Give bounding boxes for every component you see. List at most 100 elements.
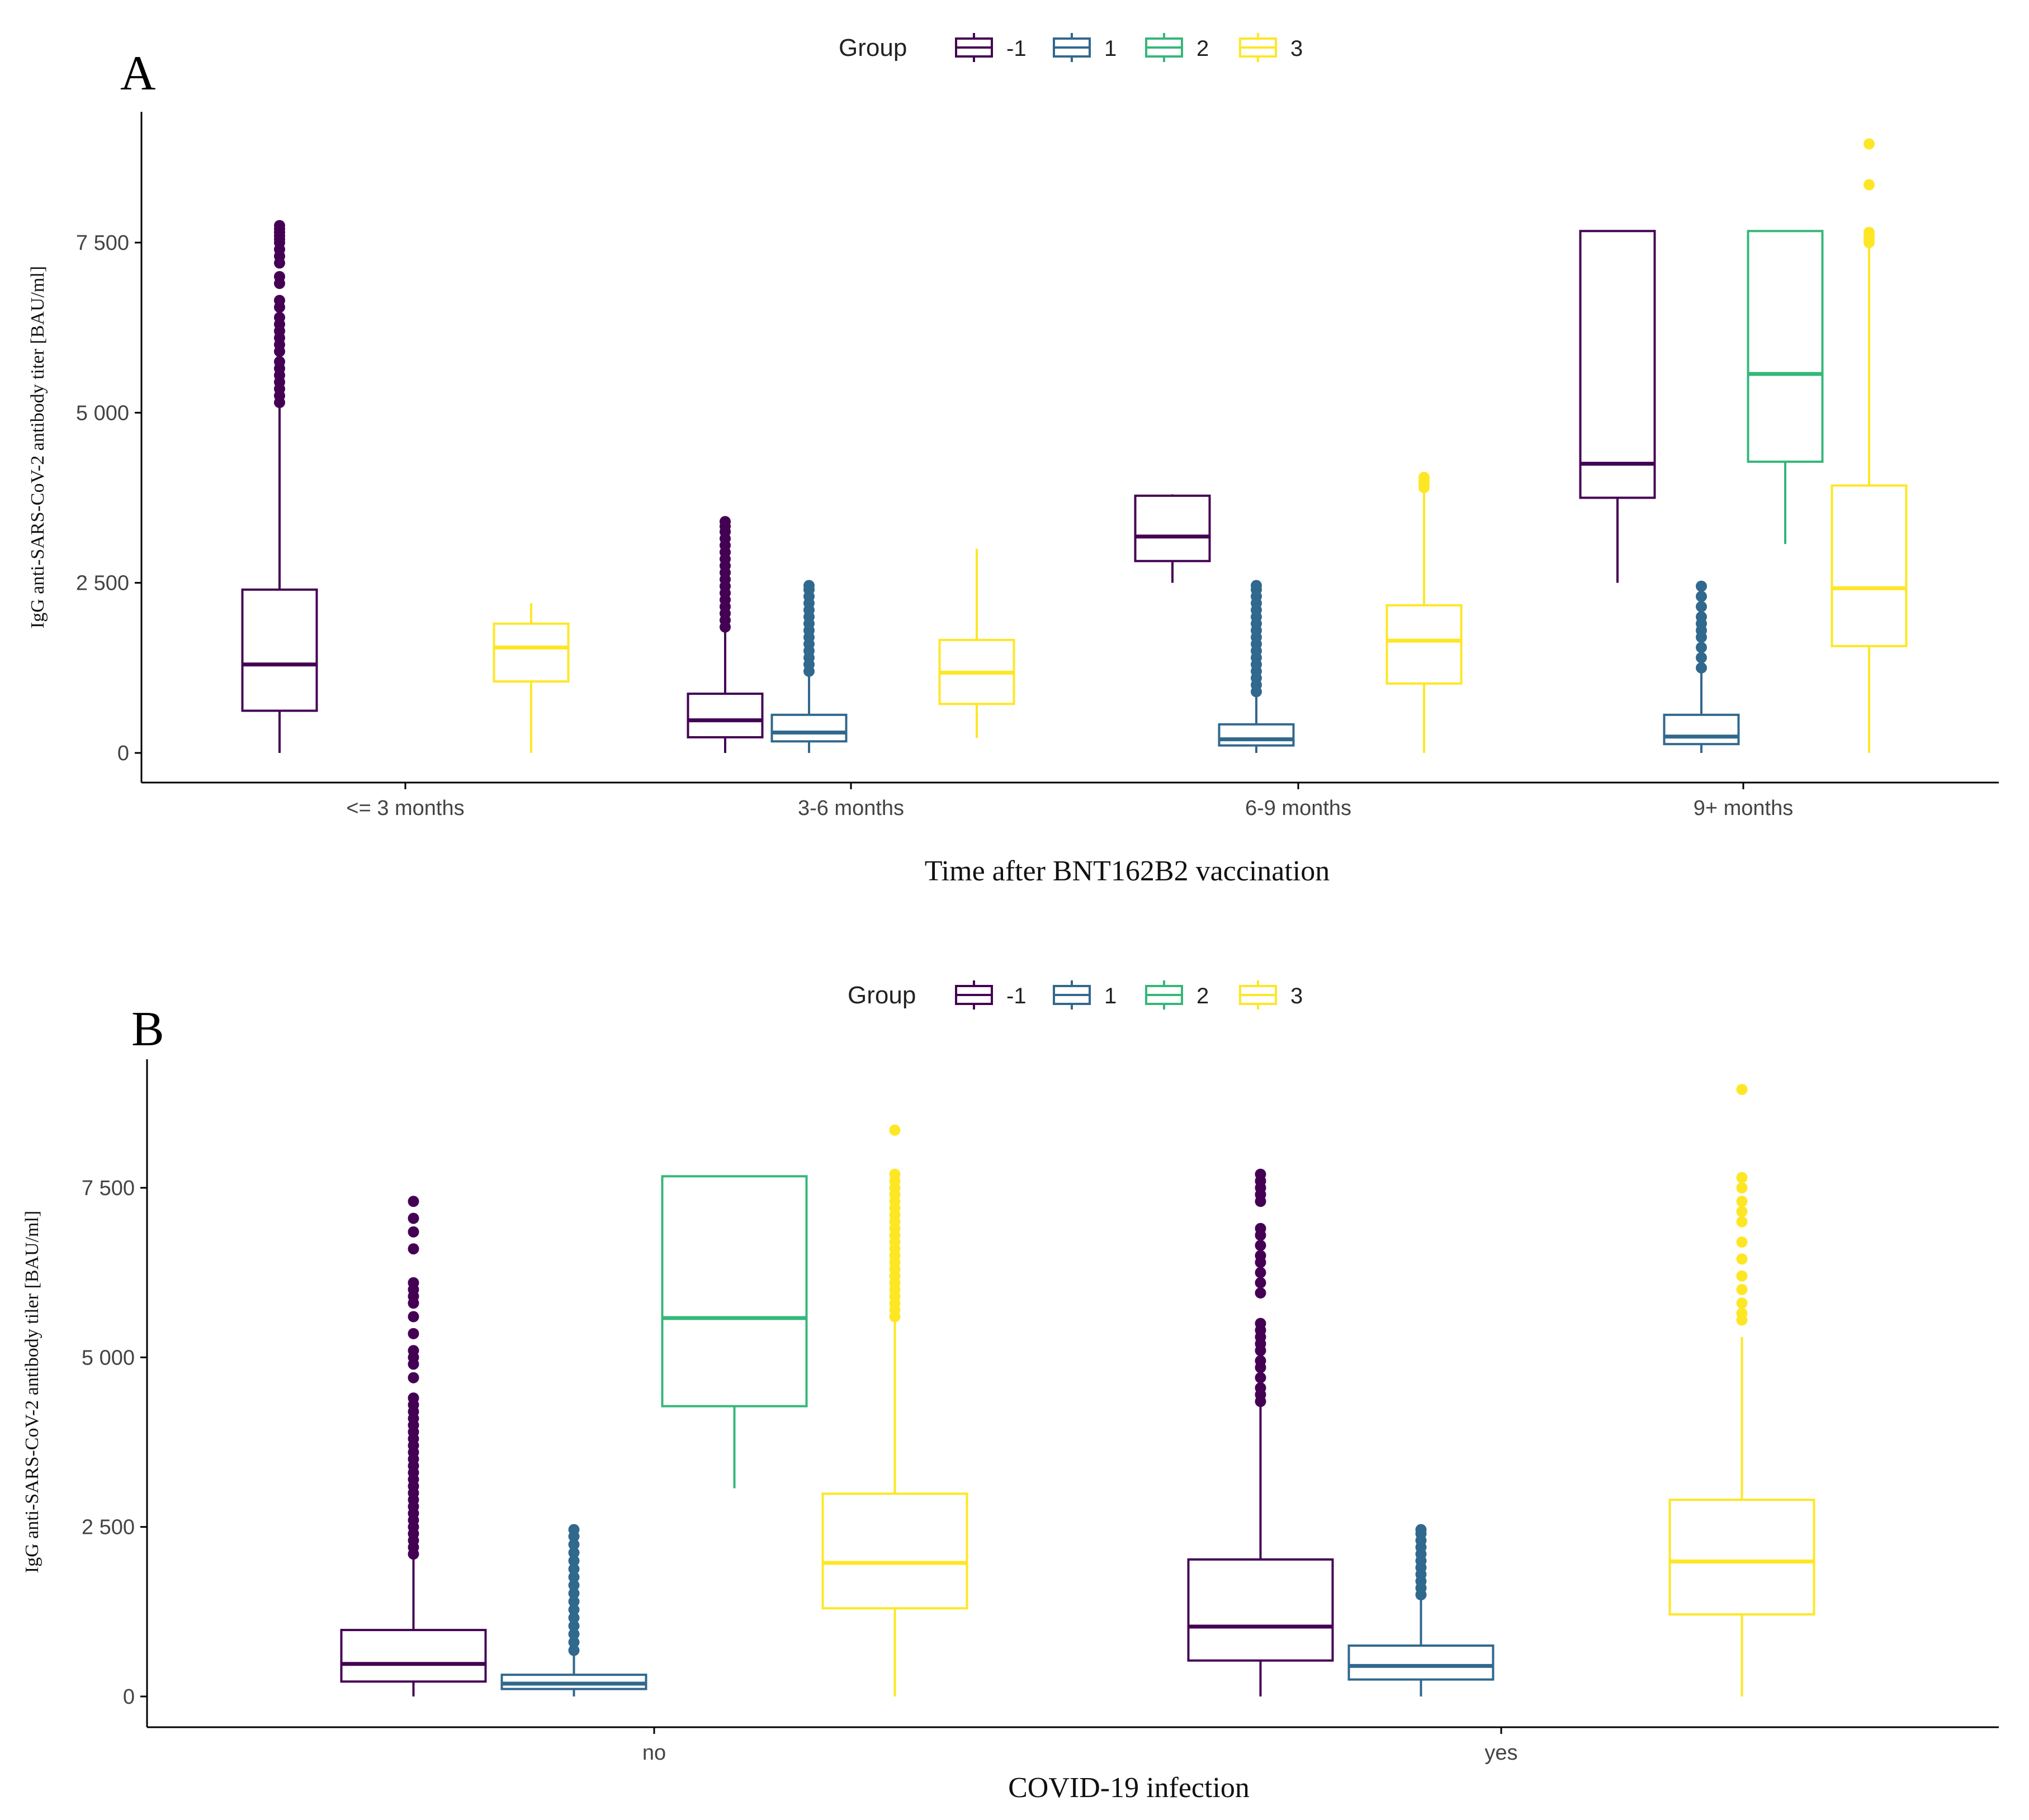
outlier-point [720, 516, 731, 528]
box-group--1 [1579, 230, 1656, 583]
outlier-point [408, 1345, 419, 1357]
y-tick-label: 7 500 [76, 231, 129, 255]
outlier-point [1696, 652, 1707, 663]
outlier-point [568, 1628, 580, 1640]
outlier-point [1864, 179, 1875, 191]
legend-key-1 [1053, 33, 1091, 62]
outlier-point [1736, 1206, 1748, 1217]
box-iqr [1385, 604, 1463, 685]
box-group--1 [687, 516, 764, 753]
legend-key--1 [955, 33, 993, 62]
outlier-point [1736, 1196, 1748, 1207]
outlier-point [803, 580, 815, 591]
outlier-point [568, 1612, 580, 1624]
outlier-point [1736, 1172, 1748, 1183]
outlier-point [1255, 1287, 1266, 1299]
outlier-point [568, 1571, 580, 1583]
legend-key-2 [1145, 980, 1183, 1009]
box-iqr [1663, 713, 1740, 746]
outlier-point [1736, 1307, 1748, 1319]
box-group-3 [1385, 471, 1463, 753]
panel-a-plot: 0 2 500 5 000 7 500 <= 3 months 3-6 months 6-9… [76, 138, 1908, 820]
box-iqr [1579, 230, 1656, 499]
outlier-point [1736, 1236, 1748, 1248]
outlier-point [274, 295, 285, 306]
panel-b: B Group -1 1 2 3 0 2 500 5 000 7 500 no yes COVID… [22, 980, 1999, 1804]
panel-a-y-title: IgG anti-SARS-CoV-2 antibody titer [BAU/… [27, 266, 48, 629]
box-iqr [661, 1175, 808, 1407]
outlier-point [408, 1311, 419, 1323]
outlier-point [1736, 1253, 1748, 1265]
box-iqr [1668, 1499, 1815, 1616]
outlier-point [1255, 1250, 1266, 1262]
outlier-point [1255, 1317, 1266, 1329]
panel-a-letter: A [120, 46, 156, 101]
outlier-point [1251, 580, 1262, 591]
outlier-point [889, 1124, 901, 1136]
legend-label: 2 [1196, 984, 1209, 1008]
outlier-point [568, 1563, 580, 1575]
box-iqr [821, 1492, 968, 1610]
panel-a-x-title: Time after BNT162B2 vaccination [925, 855, 1330, 887]
box-iqr [493, 622, 570, 683]
outlier-point [1736, 1182, 1748, 1193]
outlier-point [889, 1168, 901, 1180]
box-group-1 [1218, 580, 1295, 753]
legend-label: 1 [1104, 984, 1117, 1008]
legend-label: -1 [1006, 36, 1027, 61]
x-tick-label: yes [1484, 1741, 1517, 1765]
outlier-point [408, 1212, 419, 1224]
x-tick-label: <= 3 months [346, 797, 464, 820]
box-group-1 [1663, 580, 1740, 753]
outlier-point [568, 1580, 580, 1591]
box-iqr [687, 693, 764, 739]
outlier-point [1696, 601, 1707, 613]
x-tick-label: 6-9 months [1245, 797, 1351, 820]
outlier-point [1255, 1222, 1266, 1234]
panel-b-letter: B [131, 1002, 164, 1056]
outlier-point [274, 220, 285, 231]
legend-label: 2 [1196, 36, 1209, 61]
box-group-3 [821, 1124, 968, 1696]
outlier-point [1696, 591, 1707, 603]
box-group-3 [1668, 1084, 1815, 1696]
legend-title: Group [848, 982, 916, 1009]
outlier-point [1736, 1297, 1748, 1309]
box-iqr [340, 1629, 487, 1683]
outlier-point [1255, 1355, 1266, 1367]
box-group--1 [241, 220, 318, 753]
y-tick-label: 2 500 [76, 572, 129, 595]
outlier-point [1255, 1168, 1266, 1180]
box-group-2 [661, 1175, 808, 1489]
box-iqr [241, 588, 318, 712]
x-tick-label: no [642, 1741, 666, 1765]
outlier-point [1415, 1524, 1427, 1535]
y-tick-label: 0 [123, 1685, 135, 1709]
x-tick-label: 9+ months [1694, 797, 1794, 820]
box-iqr [1747, 230, 1824, 463]
y-tick-label: 2 500 [82, 1516, 135, 1539]
y-tick-label: 0 [117, 742, 129, 765]
box-group--1 [340, 1196, 487, 1696]
outlier-point [1864, 138, 1875, 150]
outlier-point [568, 1604, 580, 1615]
box-iqr [1134, 494, 1211, 562]
legend-label: -1 [1006, 984, 1027, 1008]
legend-label: 1 [1104, 36, 1117, 61]
box-group-3 [938, 548, 1015, 738]
outlier-point [568, 1644, 580, 1656]
outlier-point [408, 1328, 419, 1339]
legend-key-1 [1053, 980, 1091, 1009]
outlier-point [1255, 1372, 1266, 1383]
outlier-point [568, 1555, 580, 1567]
legend-label: 3 [1290, 36, 1303, 61]
outlier-point [408, 1372, 419, 1383]
y-tick-label: 5 000 [76, 401, 129, 425]
box-group-2 [1747, 230, 1824, 544]
outlier-point [1696, 642, 1707, 653]
x-tick-label: 3-6 months [798, 797, 904, 820]
outlier-point [568, 1620, 580, 1632]
outlier-point [568, 1596, 580, 1608]
outlier-point [408, 1243, 419, 1255]
